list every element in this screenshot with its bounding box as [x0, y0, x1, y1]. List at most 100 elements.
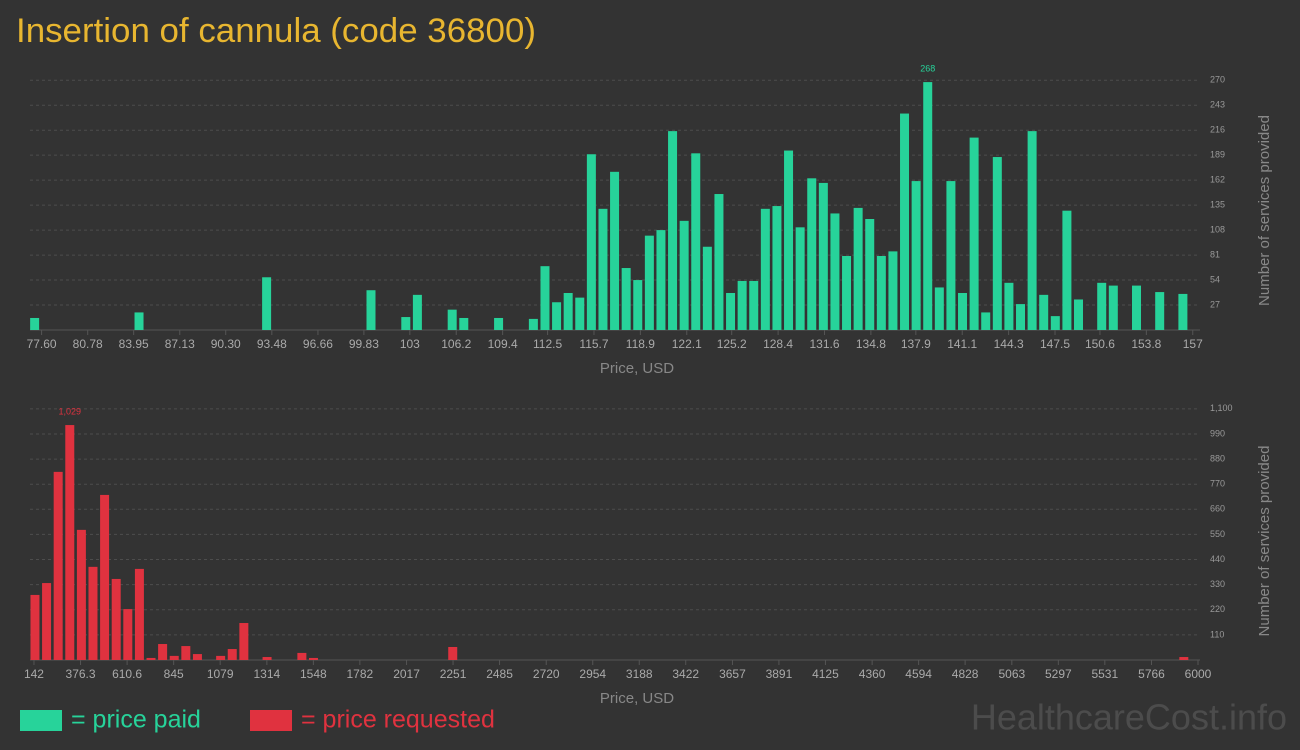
x-tick-label: 2720 — [533, 667, 560, 681]
bar — [401, 317, 411, 330]
legend-label: = price paid — [71, 706, 201, 734]
bar — [123, 609, 133, 660]
x-tick-label: 610.6 — [112, 667, 142, 681]
y-tick-label: 220 — [1210, 604, 1225, 614]
bar — [158, 644, 168, 660]
y-tick-label: 81 — [1210, 249, 1220, 259]
bar — [528, 318, 538, 330]
y-tick-label: 27 — [1210, 299, 1220, 309]
x-tick-label: 845 — [164, 667, 184, 681]
x-tick-label: 2017 — [393, 667, 420, 681]
bar — [946, 181, 956, 330]
x-tick-label: 4828 — [952, 667, 979, 681]
bar — [865, 219, 875, 330]
x-tick-label: 122.1 — [672, 337, 702, 351]
y-tick-label: 550 — [1210, 529, 1225, 539]
x-tick-label: 150.6 — [1085, 337, 1115, 351]
bar — [679, 220, 689, 330]
bar — [795, 227, 805, 330]
bar — [111, 578, 121, 660]
x-tick-label: 112.5 — [533, 337, 562, 351]
bar — [146, 657, 156, 660]
x-tick-label: 153.8 — [1131, 337, 1161, 351]
bar — [702, 246, 712, 330]
bar — [76, 529, 86, 660]
bar — [598, 208, 608, 330]
y-axis-title: Number of services provided — [1256, 115, 1273, 306]
bar — [842, 256, 852, 330]
x-tick-label: 77.60 — [27, 337, 57, 351]
bar — [540, 266, 550, 330]
bar — [53, 471, 63, 660]
x-tick-label: 5063 — [998, 667, 1025, 681]
x-tick-label: 131.6 — [809, 337, 839, 351]
bar — [981, 312, 991, 330]
bar — [749, 280, 759, 330]
bar — [192, 654, 202, 660]
y-tick-label: 1,100 — [1210, 403, 1233, 413]
bar — [88, 566, 98, 660]
bar — [726, 293, 736, 330]
x-tick-label: 125.2 — [717, 337, 747, 351]
y-tick-label: 770 — [1210, 479, 1225, 489]
bar — [30, 317, 40, 330]
bar — [366, 290, 376, 330]
x-tick-label: 3422 — [672, 667, 699, 681]
bar — [1016, 304, 1026, 330]
value-label: 1,029 — [59, 406, 82, 416]
bar — [772, 206, 782, 330]
x-tick-label: 99.83 — [349, 337, 379, 351]
x-tick-label: 2485 — [486, 667, 513, 681]
bar — [992, 157, 1002, 330]
y-axis-title: Number of services provided — [1256, 446, 1273, 637]
x-tick-label: 142 — [24, 667, 44, 681]
watermark: HealthcareCost.info — [971, 697, 1287, 738]
bar — [911, 181, 921, 330]
y-tick-label: 330 — [1210, 579, 1225, 589]
y-tick-label: 162 — [1210, 175, 1225, 185]
bar — [621, 268, 631, 330]
x-tick-label: 128.4 — [763, 337, 793, 351]
x-tick-label: 137.9 — [901, 337, 931, 351]
bar — [1178, 293, 1188, 330]
x-tick-label: 141.1 — [947, 337, 977, 351]
x-tick-label: 5297 — [1045, 667, 1072, 681]
bar — [888, 251, 898, 330]
x-tick-label: 1782 — [347, 667, 374, 681]
bar — [1062, 210, 1072, 330]
page-title: Insertion of cannula (code 36800) — [16, 12, 536, 50]
x-tick-label: 1314 — [254, 667, 281, 681]
y-tick-label: 270 — [1210, 75, 1225, 85]
x-axis-title: Price, USD — [600, 690, 674, 707]
bar — [737, 280, 747, 330]
x-tick-label: 6000 — [1185, 667, 1212, 681]
x-tick-label: 5531 — [1091, 667, 1118, 681]
value-label: 268 — [920, 63, 935, 73]
bar — [552, 302, 562, 330]
x-tick-label: 83.95 — [119, 337, 149, 351]
x-tick-label: 87.13 — [165, 337, 195, 351]
bar — [181, 646, 191, 660]
x-tick-label: 5766 — [1138, 667, 1165, 681]
bar — [262, 277, 272, 330]
bar — [807, 178, 817, 330]
bar — [1039, 294, 1049, 330]
bar — [459, 317, 469, 330]
x-tick-label: 90.30 — [211, 337, 241, 351]
x-tick-label: 134.8 — [856, 337, 886, 351]
bar — [30, 594, 40, 660]
legend-label: = price requested — [301, 706, 495, 734]
bar — [644, 235, 654, 330]
bar — [900, 113, 910, 330]
bar — [1155, 292, 1165, 330]
x-tick-label: 1548 — [300, 667, 327, 681]
bar — [412, 294, 422, 330]
bar — [969, 137, 979, 330]
y-tick-label: 54 — [1210, 274, 1220, 284]
x-tick-label: 96.66 — [303, 337, 333, 351]
bar — [239, 623, 249, 660]
bar — [760, 208, 770, 330]
bar — [610, 171, 620, 330]
x-tick-label: 144.3 — [994, 337, 1024, 351]
